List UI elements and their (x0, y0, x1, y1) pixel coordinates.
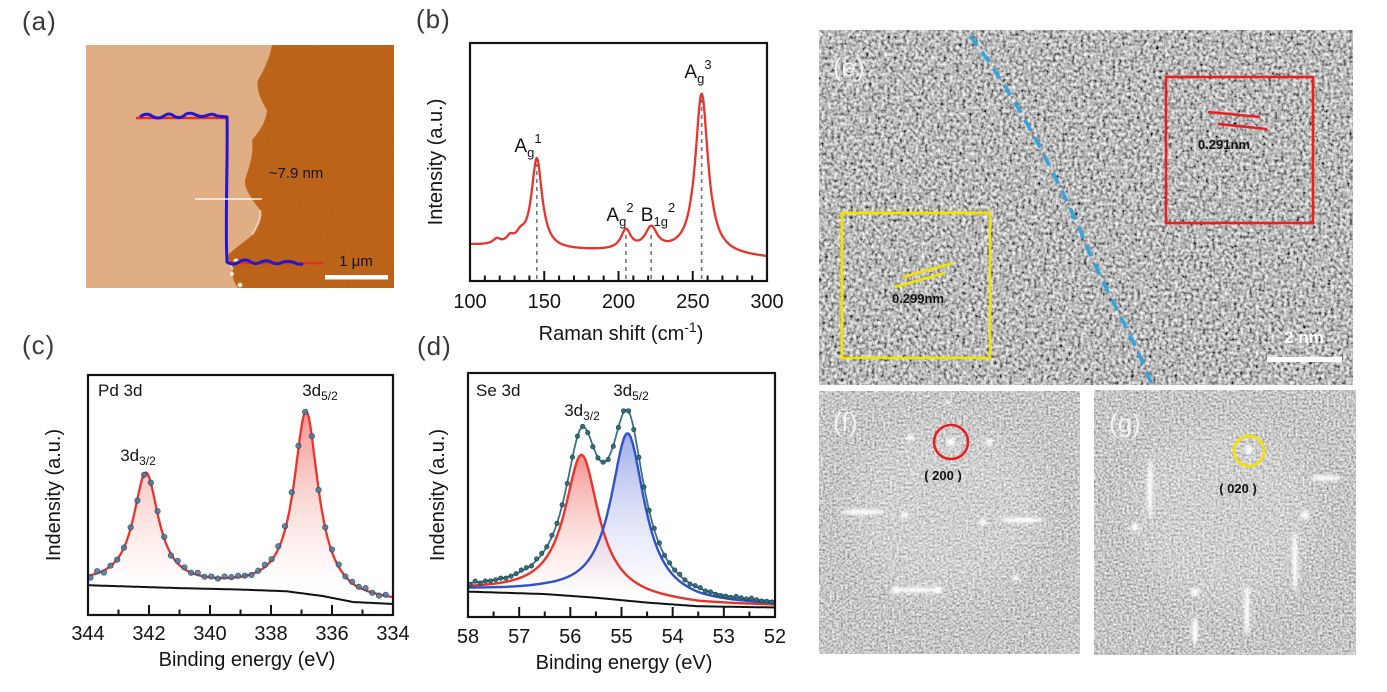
panel-g-label: (g) (1109, 408, 1141, 438)
yellow-spacing-label: 0.299nm (892, 291, 944, 306)
c-tick: 336 (315, 623, 348, 645)
b-tick: 250 (676, 291, 709, 313)
panel-b-raman-chart: 100 150 200 250 300 Intensity (a.u.) Ram… (425, 41, 784, 345)
yellow-lattice-spacing-marks (894, 261, 954, 289)
c-tick: 334 (376, 623, 409, 645)
c-peak-label-3d32: 3d3/2 (120, 446, 156, 468)
c-series-title: Pd 3d (98, 381, 142, 400)
panel-d-label: (d) (417, 331, 452, 361)
b-xlabel: Raman shift (cm-1) (539, 319, 704, 345)
d-tick: 52 (764, 626, 786, 648)
c-tick: 344 (71, 623, 104, 645)
b-tick: 200 (602, 291, 635, 313)
b-tick: 150 (528, 291, 561, 313)
fft-020-label: ( 020 ) (1219, 481, 1257, 496)
b-peak-label-ag2: Ag2 (606, 200, 633, 229)
grain-boundary-dashed-line (968, 34, 1154, 385)
panel-c-pd3d-chart: 344 342 340 338 336 334 Indensity (a.u.)… (43, 373, 410, 671)
d-tick: 56 (559, 626, 581, 648)
fft-020-circle (1232, 434, 1266, 468)
fft-center-glow (1132, 425, 1316, 605)
panel-b-label: (b) (416, 4, 451, 34)
afm-height-annotation: ~7.9 nm (269, 165, 324, 182)
d-ylabel: Indensity (a.u.) (427, 429, 449, 561)
d-tick: 54 (662, 626, 684, 648)
tem-red-roi-box (1164, 75, 1315, 225)
afm-edge-speck (230, 272, 234, 276)
afm-scale-bar (325, 275, 388, 280)
panel-f-fft-image: ( 200 ) (f) (819, 391, 1080, 654)
fft-200-label: ( 200 ) (924, 468, 962, 483)
c-axes-box (86, 373, 395, 617)
red-spacing-label: 0.291nm (1198, 137, 1250, 152)
b-ylabel: Intensity (a.u.) (425, 99, 447, 226)
d-axes-box (466, 371, 777, 619)
panel-g-fft-image: ( 020 ) (g) (1094, 390, 1356, 655)
c-tick: 342 (132, 623, 165, 645)
tem-scale-label: 2 nm (1284, 328, 1324, 347)
d-tick: 58 (457, 626, 479, 648)
red-lattice-spacing-marks (1207, 110, 1268, 131)
c-ylabel: Indensity (a.u.) (43, 429, 65, 561)
b-peak-label-ag3: Ag3 (684, 57, 711, 86)
b-peak-label-ag1: Ag1 (514, 131, 541, 160)
d-tick: 55 (610, 626, 632, 648)
c-peak-label-3d52: 3d5/2 (302, 381, 338, 403)
fft-diffraction-spots (1131, 446, 1342, 645)
tem-yellow-roi-box (840, 211, 992, 360)
panel-e-hrtem-image: 0.291nm 0.299nm (e) 2 nm (819, 30, 1353, 385)
tem-scale-bar (1267, 357, 1342, 362)
afm-scale-label: 1 μm (339, 253, 373, 270)
panel-a-afm-image: ~7.9 nm 1 μm (86, 45, 394, 288)
afm-profile-trace (139, 111, 304, 266)
d-tick: 53 (713, 626, 735, 648)
d-series-title: Se 3d (476, 381, 520, 400)
d-tick: 57 (508, 626, 530, 648)
afm-noise-texture (86, 45, 394, 288)
d-xlabel: Binding energy (eV) (536, 652, 713, 674)
d-render (467, 408, 776, 616)
afm-edge-speck (237, 282, 243, 288)
panel-a-label: (a) (22, 6, 57, 36)
panel-f-label: (f) (833, 407, 858, 437)
d-peak-label-3d52: 3d5/2 (613, 381, 649, 403)
b-peak-label-b1g2: B1g2 (641, 200, 675, 229)
b-tick: 300 (750, 291, 783, 313)
fft-center-glow (852, 423, 1042, 599)
c-render (87, 408, 394, 614)
b-axes-box (468, 41, 769, 283)
panel-c-label: (c) (22, 330, 56, 360)
panel-e-label: (e) (833, 52, 865, 82)
b-render (469, 92, 768, 280)
c-xlabel: Binding energy (eV) (159, 649, 336, 671)
c-tick: 338 (254, 623, 287, 645)
fft-200-circle (932, 423, 970, 461)
d-peak-label-3d32: 3d3/2 (564, 401, 600, 423)
b-tick: 100 (453, 291, 486, 313)
panel-d-se3d-chart: 58 57 56 55 54 53 52 Indensity (a.u.) Bi… (427, 371, 786, 674)
fft-diffraction-spots (841, 399, 1044, 594)
c-tick: 340 (193, 623, 226, 645)
